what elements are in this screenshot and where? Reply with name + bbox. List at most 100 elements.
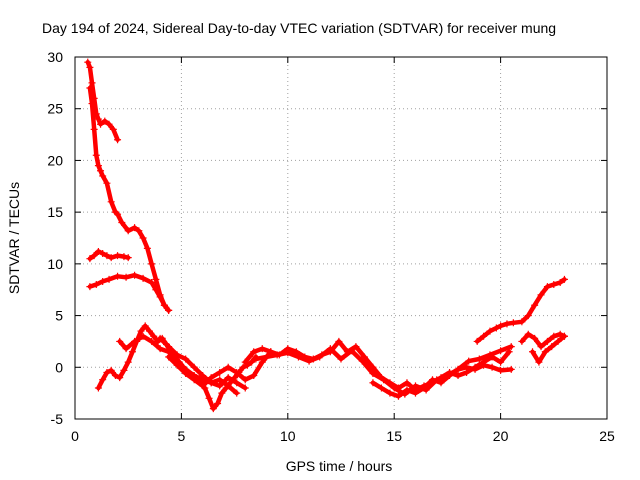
y-tick-label: 30	[47, 49, 63, 65]
data-point	[252, 355, 260, 363]
data-point	[486, 351, 494, 359]
data-point	[120, 366, 128, 374]
data-point	[411, 382, 419, 390]
y-tick-label: 15	[47, 204, 63, 220]
axis-ticks: 0 5 10 15 20 25 -5 0 5 10 15 20 25 30	[47, 49, 615, 444]
data-point	[118, 218, 126, 226]
series-track-12	[473, 275, 568, 345]
series-track-4	[86, 271, 173, 314]
series-trace	[87, 85, 171, 313]
data-point	[94, 162, 102, 170]
data-point	[537, 343, 545, 351]
data-point	[156, 334, 164, 342]
data-point	[492, 324, 500, 332]
data-point	[90, 252, 98, 260]
data-point	[369, 369, 377, 377]
data-point	[173, 361, 181, 369]
data-point	[560, 275, 568, 283]
data-point	[454, 365, 462, 373]
data-point	[99, 172, 107, 180]
data-point	[250, 348, 258, 356]
data-point	[124, 254, 132, 262]
data-point	[403, 386, 411, 394]
data-point	[241, 384, 249, 392]
data-point	[94, 384, 102, 392]
data-point	[97, 167, 105, 175]
data-point	[182, 355, 190, 363]
data-point	[114, 136, 122, 144]
data-point	[497, 358, 505, 366]
y-tick-label: -5	[51, 411, 64, 427]
data-point	[114, 210, 122, 218]
data-point	[190, 363, 198, 371]
data-point	[258, 345, 266, 353]
chart-title: Day 194 of 2024, Sidereal Day-to-day VTE…	[42, 20, 556, 36]
data-point	[420, 384, 428, 392]
data-point	[165, 353, 173, 361]
data-point	[233, 368, 241, 376]
data-point	[529, 348, 537, 356]
data-point	[131, 271, 139, 279]
data-point	[107, 198, 115, 206]
data-point	[205, 394, 213, 402]
data-point	[97, 120, 105, 128]
data-point	[84, 58, 92, 66]
data-point	[524, 312, 532, 320]
y-tick-label: 5	[55, 308, 63, 324]
data-point	[224, 363, 232, 371]
data-point	[548, 343, 556, 351]
data-point	[531, 301, 539, 309]
data-point	[241, 358, 249, 366]
x-tick-label: 25	[599, 428, 615, 444]
data-point	[122, 345, 130, 353]
data-point	[224, 382, 232, 390]
data-point	[509, 319, 517, 327]
data-point	[216, 376, 224, 384]
data-point	[471, 365, 479, 373]
data-point	[199, 382, 207, 390]
data-point	[116, 374, 124, 382]
x-tick-label: 20	[493, 428, 509, 444]
x-axis-label: GPS time / hours	[286, 458, 393, 474]
data-point	[239, 363, 247, 371]
data-point	[543, 283, 551, 291]
series-track-3	[86, 247, 132, 263]
data-point	[263, 353, 271, 361]
data-point	[480, 361, 488, 369]
data-point	[143, 244, 151, 252]
data-point	[348, 347, 356, 355]
data-point	[156, 293, 164, 301]
data-point	[473, 337, 481, 345]
data-point	[86, 255, 94, 263]
data-point	[90, 125, 98, 133]
data-point	[99, 250, 107, 258]
y-tick-label: 20	[47, 152, 63, 168]
data-point	[190, 376, 198, 384]
data-point	[105, 275, 113, 283]
data-point	[550, 281, 558, 289]
data-point	[86, 63, 94, 71]
data-point	[148, 337, 156, 345]
data-point	[103, 368, 111, 376]
data-point	[103, 252, 111, 260]
series-track-2	[86, 84, 173, 314]
data-point	[148, 260, 156, 268]
data-point	[335, 337, 343, 345]
data-point	[224, 374, 232, 382]
data-point	[486, 327, 494, 335]
data-point	[131, 337, 139, 345]
data-point	[556, 330, 564, 338]
data-point	[103, 179, 111, 187]
data-point	[152, 275, 160, 283]
data-point	[101, 117, 109, 125]
data-point	[99, 277, 107, 285]
data-point	[386, 389, 394, 397]
data-point	[111, 372, 119, 380]
data-point	[480, 332, 488, 340]
data-point	[475, 355, 483, 363]
y-tick-label: 0	[55, 359, 63, 375]
data-point	[241, 376, 249, 384]
data-point	[94, 115, 102, 123]
data-point	[209, 405, 217, 413]
data-point	[116, 337, 124, 345]
